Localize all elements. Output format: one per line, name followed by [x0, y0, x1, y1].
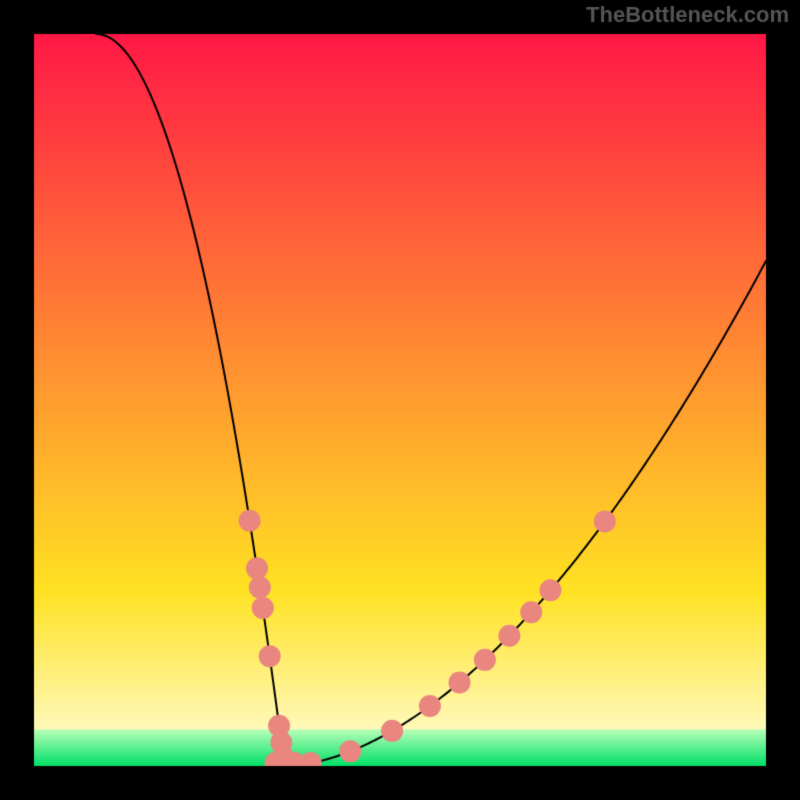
bottleneck-chart: [0, 0, 800, 800]
